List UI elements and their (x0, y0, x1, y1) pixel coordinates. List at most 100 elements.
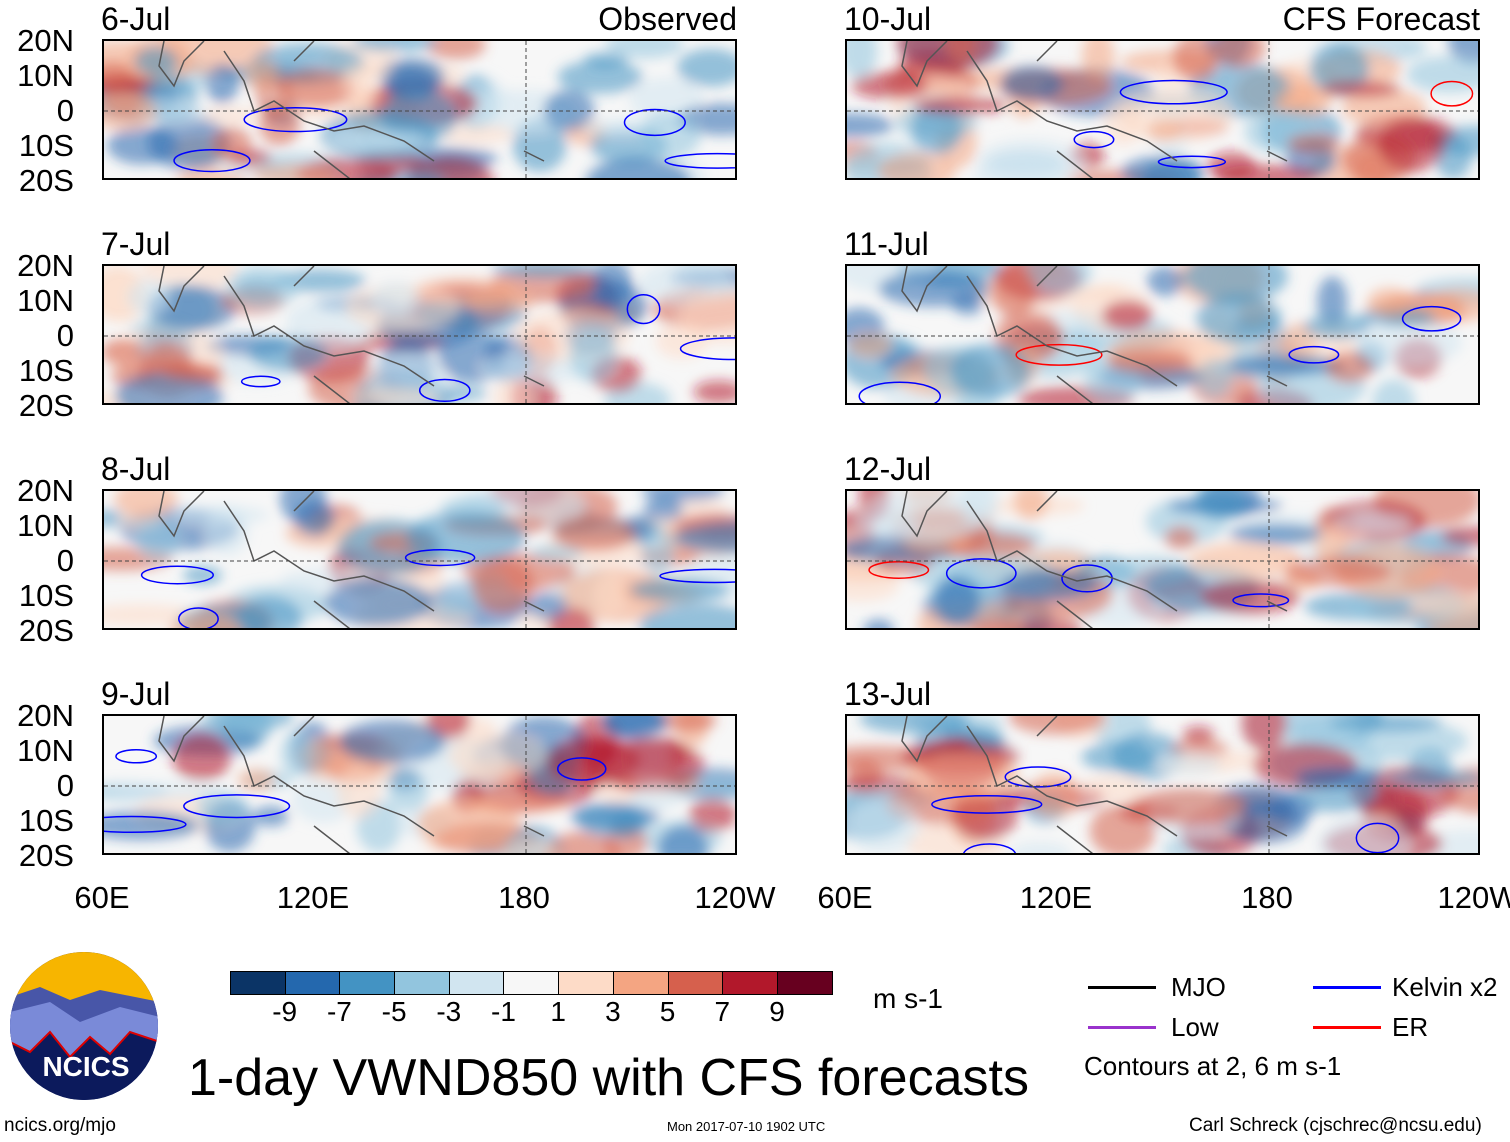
colorbar-swatch (668, 972, 724, 994)
wind-anomaly-shade (1164, 526, 1198, 550)
wind-anomaly-shade (493, 377, 532, 403)
wind-anomaly-shade (294, 500, 335, 536)
wind-anomaly-shade (280, 730, 312, 777)
wind-anomaly-shade (104, 603, 200, 627)
kelvin-contour (945, 558, 1017, 589)
wind-anomaly-shade (1316, 276, 1348, 327)
colorbar-swatch (395, 972, 450, 994)
wind-anomaly-shade (641, 491, 724, 503)
wind-anomaly-shade (1424, 288, 1478, 323)
lat-label: 20N (17, 23, 74, 58)
lon-label: 60E (817, 880, 873, 915)
coastline (901, 716, 1288, 853)
legend-line-mjo (1088, 986, 1156, 989)
wind-anomaly-shade (1184, 541, 1287, 580)
colorbar (230, 971, 833, 995)
wind-anomaly-shade (1172, 41, 1219, 82)
wind-anomaly-shade (1268, 796, 1316, 823)
wind-anomaly-shade (1077, 775, 1147, 802)
wind-anomaly-shade (585, 158, 692, 178)
wind-anomaly-shade (863, 619, 894, 628)
wind-anomaly-shade (205, 63, 239, 104)
colorbar-tick-label: 7 (714, 996, 731, 1027)
wind-anomaly-shade (848, 333, 893, 358)
wind-anomaly-shade (169, 614, 243, 628)
wind-anomaly-shade (147, 115, 231, 171)
lat-label: 0 (56, 93, 74, 128)
coastline (158, 41, 545, 178)
wind-anomaly-shade (104, 338, 143, 366)
map-panel (845, 714, 1480, 855)
wind-anomaly-shade (134, 46, 178, 76)
panel-date: 10-Jul (844, 1, 932, 37)
wind-anomaly-shade (678, 291, 735, 344)
wind-anomaly-shade (1192, 491, 1246, 520)
wind-anomaly-shade (965, 729, 1005, 749)
colorbar-tick-label: 1 (550, 996, 566, 1027)
wind-anomaly-shade (387, 771, 430, 812)
wind-anomaly-shade (990, 266, 1037, 317)
panel-date: 6-Jul (101, 1, 171, 37)
panel-tag: CFS Forecast (1282, 1, 1480, 37)
map-panel (845, 489, 1480, 630)
kelvin-contour (243, 106, 348, 133)
svg-text:NCICS: NCICS (42, 1051, 129, 1082)
legend-label-kelvin: Kelvin x2 (1392, 972, 1498, 1002)
wind-anomaly-shade (530, 544, 584, 561)
wind-anomaly-shade (324, 578, 432, 627)
wind-anomaly-shade (1331, 512, 1412, 532)
panel-date: 9-Jul (101, 676, 171, 712)
kelvin-contour (659, 568, 735, 584)
kelvin-contour (178, 607, 219, 628)
lat-label: 10S (18, 803, 74, 838)
wind-anomaly-shade (592, 573, 627, 616)
wind-anomaly-shade (448, 733, 547, 779)
coastline (901, 491, 1288, 628)
colorbar-tick-label: -5 (381, 996, 407, 1027)
colorbar-swatch (231, 972, 286, 994)
wind-anomaly-shade (464, 290, 535, 314)
wind-anomaly-shade (1325, 351, 1374, 383)
wind-anomaly-shade (527, 592, 568, 621)
wind-anomaly-shade (934, 576, 980, 626)
lon-label: 120W (694, 880, 776, 915)
wind-anomaly-shade (913, 96, 1008, 115)
coastline (158, 716, 545, 853)
wind-anomaly-shade (1303, 314, 1371, 340)
wind-anomaly-shade (557, 60, 643, 94)
footer-url: ncics.org/mjo (4, 1115, 116, 1136)
wind-anomaly-shade (370, 281, 421, 315)
wind-anomaly-shade (237, 768, 276, 792)
legend-line-low (1088, 1026, 1156, 1029)
wind-anomaly-shade (1102, 300, 1153, 331)
wind-anomaly-shade (212, 126, 252, 161)
wind-anomaly-shade (552, 515, 637, 552)
lon-label: 180 (1241, 880, 1293, 915)
wind-anomaly-shade (906, 751, 1019, 802)
lon-label: 120E (276, 880, 350, 915)
wind-anomaly-shade (1386, 770, 1478, 787)
wind-anomaly-shade (1409, 592, 1478, 617)
contour-note: Contours at 2, 6 m s-1 (1084, 1051, 1342, 1081)
wind-anomaly-shade (501, 836, 559, 853)
wind-anomaly-shade (114, 491, 178, 518)
wind-anomaly-shade (977, 139, 1084, 178)
wind-anomaly-shade (199, 716, 280, 732)
map-panel (102, 39, 737, 180)
kelvin-contour (1015, 343, 1103, 366)
kelvin-contour (404, 549, 476, 567)
lon-label: 120E (1019, 880, 1093, 915)
wind-anomaly-shade (253, 805, 289, 827)
kelvin-contour (1401, 305, 1462, 332)
wind-anomaly-shade (1406, 55, 1478, 93)
kelvin-contour (1004, 766, 1072, 788)
colorbar-tick-label: -1 (491, 996, 516, 1027)
wind-anomaly-shade (638, 603, 735, 628)
colorbar-swatch (613, 972, 669, 994)
wind-anomaly-shade (629, 577, 731, 602)
lat-label: 20S (18, 838, 74, 873)
kelvin-contour (1232, 593, 1290, 608)
lon-label: 60E (74, 880, 130, 915)
colorbar-tick-label: -9 (272, 996, 298, 1027)
lon-label: 180 (498, 880, 550, 915)
